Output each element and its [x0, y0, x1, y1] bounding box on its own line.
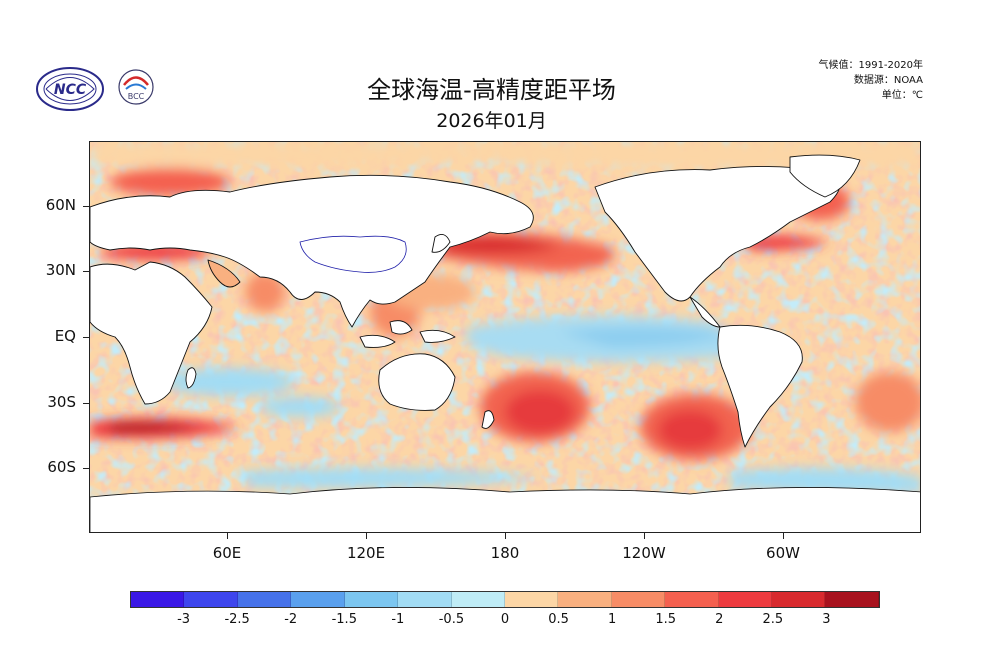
sst-anomaly-map	[89, 141, 921, 533]
china-border	[299, 235, 407, 273]
lat-label-60s: 60S	[47, 458, 76, 476]
antarctica	[90, 487, 920, 532]
central-america	[689, 296, 721, 328]
lon-tick	[227, 533, 228, 539]
colorbar-label: 1.5	[655, 612, 677, 627]
climatology-text: 气候值：1991-2020年	[818, 60, 923, 71]
colorbar-label: 1	[608, 612, 617, 627]
borneo	[389, 320, 413, 335]
red-sea	[207, 259, 241, 288]
colorbar-segment	[611, 592, 666, 607]
bcc-logo: BCC	[118, 69, 154, 105]
page-subtitle: 2026年01月	[436, 110, 547, 132]
eurasia	[90, 174, 534, 328]
colorbar-segment	[558, 592, 612, 607]
lat-label-eq: EQ	[54, 327, 76, 345]
bcc-logo-text: BCC	[128, 92, 145, 101]
lon-label-120w: 120W	[622, 544, 666, 562]
lat-tick	[83, 403, 89, 404]
lat-tick	[83, 271, 89, 272]
colorbar-segment	[825, 592, 879, 607]
land-masses	[90, 154, 861, 448]
map-canvas	[90, 142, 920, 532]
colorbar-segment	[451, 592, 505, 607]
lat-tick	[83, 337, 89, 338]
lat-label-30n: 30N	[45, 261, 76, 279]
meta-info: 气候值：1991-2020年 数据源：NOAA 单位：℃	[818, 58, 923, 103]
colorbar-label: -0.5	[438, 612, 465, 627]
lon-tick	[505, 533, 506, 539]
colorbar-segment	[718, 592, 773, 607]
madagascar	[185, 367, 197, 389]
lon-label-60e: 60E	[212, 544, 242, 562]
colorbar-segment	[344, 592, 399, 607]
colorbar-label: 2.5	[762, 612, 784, 627]
lon-label-120e: 120E	[346, 544, 386, 562]
lon-label-60w: 60W	[766, 544, 800, 562]
greenland	[789, 154, 861, 198]
africa	[90, 261, 213, 405]
lon-tick	[366, 533, 367, 539]
colorbar-segment	[237, 592, 292, 607]
colorbar-label: -1	[391, 612, 405, 627]
ncc-logo: NCC	[36, 67, 104, 111]
colorbar-segment	[291, 592, 345, 607]
page-title: 全球海温-高精度距平场	[367, 76, 616, 104]
colorbar-label: -2	[284, 612, 298, 627]
lon-tick	[644, 533, 645, 539]
north-america	[594, 165, 841, 302]
new-guinea	[419, 329, 456, 343]
colorbar-segment	[184, 592, 238, 607]
sumatra-java	[359, 334, 396, 348]
logos: NCC	[36, 66, 166, 112]
new-zealand	[481, 410, 495, 429]
lon-tick	[783, 533, 784, 539]
source-text: 数据源：NOAA	[853, 75, 923, 86]
colorbar-segment	[131, 592, 185, 607]
colorbar-label: 3	[822, 612, 831, 627]
colorbar-label: -2.5	[224, 612, 250, 627]
lon-label-180: 180	[490, 544, 520, 562]
colorbar-label: -3	[177, 612, 191, 627]
lat-label-30s: 30S	[47, 393, 76, 411]
colorbar-segment	[772, 592, 826, 607]
australia	[378, 353, 456, 411]
colorbar	[130, 591, 880, 608]
colorbar-segment	[504, 592, 559, 607]
japan	[431, 233, 451, 253]
colorbar-label: 2	[715, 612, 724, 627]
lat-tick	[83, 468, 89, 469]
lat-label-60n: 60N	[45, 196, 76, 214]
ncc-logo-text: NCC	[54, 82, 87, 98]
colorbar-label: 0.5	[548, 612, 569, 627]
unit-text: 单位：℃	[881, 90, 923, 101]
lat-tick	[83, 206, 89, 207]
colorbar-segment	[665, 592, 719, 607]
colorbar-label: 0	[500, 612, 510, 627]
colorbar-label: -1.5	[331, 612, 357, 627]
colorbar-segment	[398, 592, 452, 607]
south-america	[717, 324, 803, 448]
